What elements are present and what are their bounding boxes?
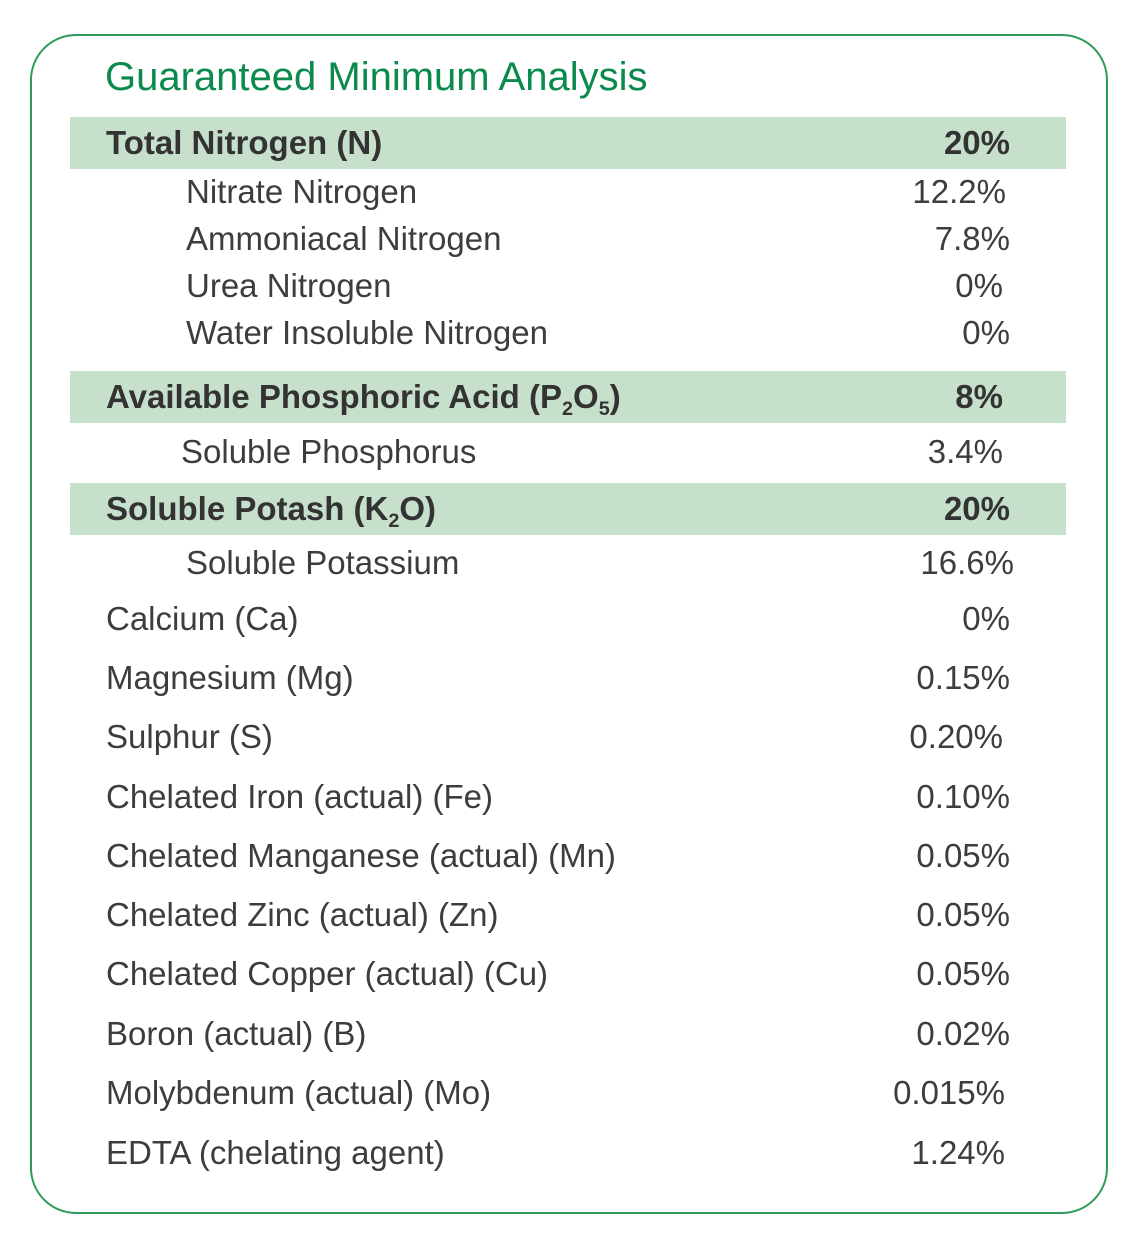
section-value: 8% [955, 378, 1003, 415]
nutrient-row: Chelated Copper (actual) (Cu) 0.05% [70, 949, 1066, 999]
nutrient-row: Sulphur (S) 0.20% [70, 712, 1066, 762]
item-value: 16.6% [920, 544, 1014, 581]
item-label: Soluble Phosphorus [181, 433, 477, 470]
nutrient-value: 1.24% [911, 1134, 1005, 1171]
item-label: Urea Nitrogen [186, 267, 392, 304]
nutrient-value: 0.02% [916, 1015, 1010, 1052]
nutrient-row: Molybdenum (actual) (Mo) 0.015% [70, 1068, 1066, 1118]
nutrient-value: 0.10% [916, 778, 1010, 815]
nutrient-label: Sulphur (S) [106, 718, 273, 755]
item-value: 0% [962, 314, 1010, 351]
item-label: Water Insoluble Nitrogen [186, 314, 548, 351]
list-item: Urea Nitrogen 0% [70, 263, 1066, 309]
section-value: 20% [943, 124, 1010, 161]
list-item: Nitrate Nitrogen 12.2% [70, 169, 1066, 215]
nutrient-row: EDTA (chelating agent) 1.24% [70, 1128, 1066, 1178]
nutrient-row: Boron (actual) (B) 0.02% [70, 1009, 1066, 1059]
nutrient-label: Boron (actual) (B) [106, 1015, 367, 1052]
item-value: 0% [955, 267, 1003, 304]
list-item: Soluble Phosphorus 3.4% [70, 429, 1066, 475]
list-item: Water Insoluble Nitrogen 0% [70, 310, 1066, 356]
item-label: Nitrate Nitrogen [186, 173, 418, 210]
nutrient-row: Chelated Manganese (actual) (Mn) 0.05% [70, 831, 1066, 881]
page-title: Guaranteed Minimum Analysis [105, 55, 648, 99]
section-label: Available Phosphoric Acid (P2O5) [106, 378, 621, 420]
section-value: 20% [943, 490, 1010, 527]
nutrient-row: Magnesium (Mg) 0.15% [70, 653, 1066, 703]
item-label: Soluble Potassium [186, 544, 460, 581]
nutrient-label: Magnesium (Mg) [106, 659, 354, 696]
nutrient-label: EDTA (chelating agent) [106, 1134, 445, 1171]
item-value: 3.4% [927, 433, 1003, 470]
nutrient-value: 0.05% [916, 896, 1010, 933]
section-label: Soluble Potash (K2O) [106, 490, 437, 532]
nutrient-label: Calcium (Ca) [106, 600, 299, 637]
nutrient-row: Chelated Zinc (actual) (Zn) 0.05% [70, 890, 1066, 940]
nutrient-value: 0.015% [893, 1074, 1005, 1111]
item-label: Ammoniacal Nitrogen [186, 220, 502, 257]
item-value: 7.8% [934, 220, 1010, 257]
nutrient-label: Chelated Manganese (actual) (Mn) [106, 837, 616, 874]
nutrient-label: Molybdenum (actual) (Mo) [106, 1074, 492, 1111]
item-value: 12.2% [912, 173, 1006, 210]
list-item: Ammoniacal Nitrogen 7.8% [70, 216, 1066, 262]
nutrient-label: Chelated Iron (actual) (Fe) [106, 778, 493, 815]
section-header-nitrogen: Total Nitrogen (N) 20% [70, 117, 1066, 169]
analysis-card [30, 34, 1108, 1214]
section-header-phosphoric: Available Phosphoric Acid (P2O5) 8% [70, 371, 1066, 423]
nutrient-value: 0% [962, 600, 1010, 637]
section-label: Total Nitrogen (N) [106, 124, 383, 161]
nutrient-row: Calcium (Ca) 0% [70, 594, 1066, 644]
nutrient-value: 0.05% [916, 955, 1010, 992]
nutrient-label: Chelated Copper (actual) (Cu) [106, 955, 549, 992]
nutrient-value: 0.20% [909, 718, 1003, 755]
nutrient-value: 0.15% [916, 659, 1010, 696]
nutrient-row: Chelated Iron (actual) (Fe) 0.10% [70, 772, 1066, 822]
list-item: Soluble Potassium 16.6% [70, 540, 1066, 586]
section-header-potash: Soluble Potash (K2O) 20% [70, 483, 1066, 535]
nutrient-label: Chelated Zinc (actual) (Zn) [106, 896, 499, 933]
nutrient-value: 0.05% [916, 837, 1010, 874]
